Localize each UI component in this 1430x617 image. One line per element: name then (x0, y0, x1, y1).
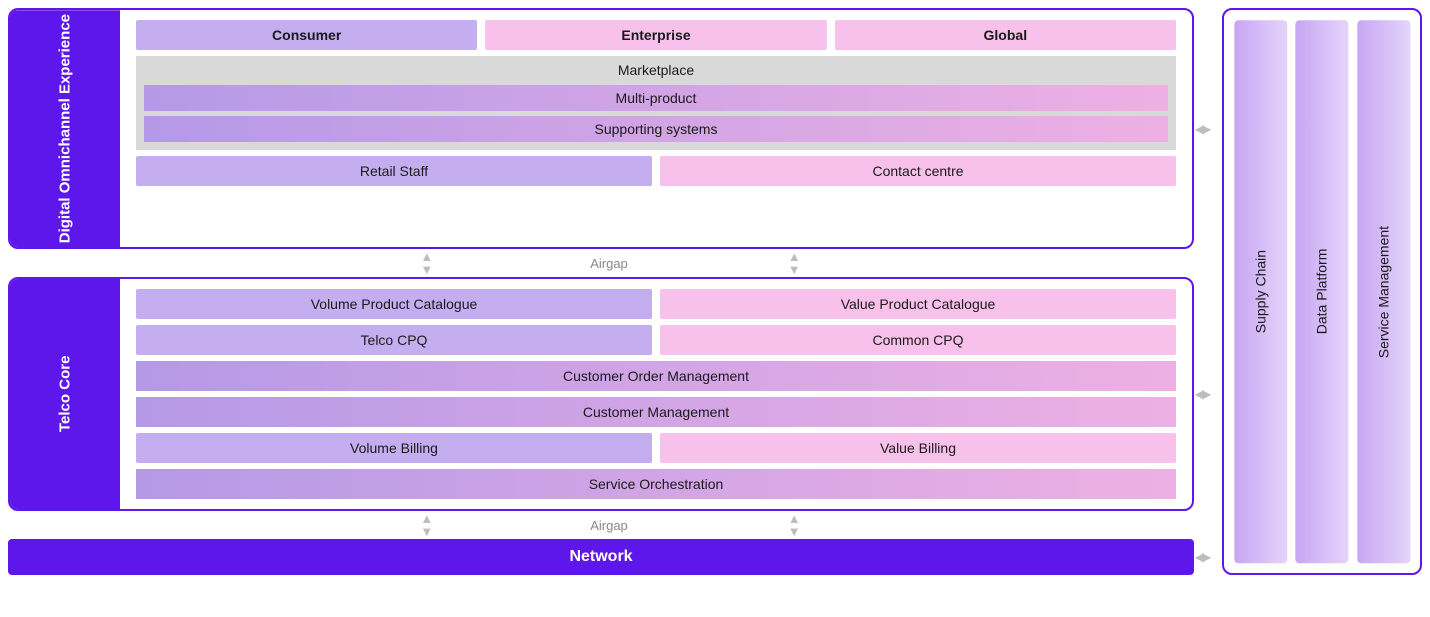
panel-tab-telco: Telco Core (10, 279, 120, 509)
telco-cell-telco-cpq: Telco CPQ (136, 325, 652, 355)
segment-row: Consumer Enterprise Global (136, 20, 1176, 50)
side-pillar-supply-chain: Supply Chain (1234, 20, 1287, 563)
channel-row: Retail Staff Contact centre (136, 156, 1176, 186)
side-pillar-data-platform: Data Platform (1295, 20, 1348, 563)
airgap-glyph-up-2: ▲▼ (788, 250, 798, 276)
airgap-glyph-up-1: ▲▼ (420, 250, 430, 276)
segment-global: Global (835, 20, 1176, 50)
network-bar: Network (8, 539, 1194, 575)
telco-split-row: Telco CPQ Common CPQ (136, 325, 1176, 355)
telco-bar-customer-order-management: Customer Order Management (136, 361, 1176, 391)
marketplace-title: Marketplace (144, 62, 1168, 80)
panel-body-telco: Volume Product Catalogue Value Product Ca… (120, 279, 1192, 509)
telco-split-row: Volume Product Catalogue Value Product Ca… (136, 289, 1176, 319)
marketplace-box: Marketplace Multi-product Supporting sys… (136, 56, 1176, 150)
digital-row-wrapper: Digital Omnichannel Experience Consumer … (8, 8, 1210, 249)
network-row-wrapper: Network ◀▶ (8, 539, 1210, 575)
channel-contact-centre: Contact centre (660, 156, 1176, 186)
airgap-1: ▲▼ Airgap ▲▼ (8, 249, 1210, 277)
panel-body-digital: Consumer Enterprise Global Marketplace M… (120, 10, 1192, 247)
telco-row-wrapper: Telco Core Volume Product Catalogue Value… (8, 277, 1210, 511)
bar-supporting-systems: Supporting systems (144, 116, 1168, 142)
telco-cell-value-product-catalogue: Value Product Catalogue (660, 289, 1176, 319)
panel-digital-experience: Digital Omnichannel Experience Consumer … (8, 8, 1194, 249)
side-pillar-service-management: Service Management (1357, 20, 1410, 563)
segment-enterprise: Enterprise (485, 20, 826, 50)
telco-cell-common-cpq: Common CPQ (660, 325, 1176, 355)
left-column: Digital Omnichannel Experience Consumer … (8, 8, 1210, 575)
segment-consumer: Consumer (136, 20, 477, 50)
connector-network-right: ◀▶ (1194, 550, 1210, 564)
telco-bar-customer-management: Customer Management (136, 397, 1176, 427)
telco-cell-volume-product-catalogue: Volume Product Catalogue (136, 289, 652, 319)
channel-retail-staff: Retail Staff (136, 156, 652, 186)
panel-tab-digital: Digital Omnichannel Experience (10, 10, 120, 247)
telco-bar-service-orchestration: Service Orchestration (136, 469, 1176, 499)
telco-cell-volume-billing: Volume Billing (136, 433, 652, 463)
connector-telco-right: ◀▶ (1194, 387, 1210, 401)
panel-telco-core: Telco Core Volume Product Catalogue Value… (8, 277, 1194, 511)
architecture-diagram: Digital Omnichannel Experience Consumer … (8, 8, 1422, 575)
airgap-label-2: Airgap (590, 518, 628, 533)
airgap-glyph-up-4: ▲▼ (788, 512, 798, 538)
airgap-glyph-up-3: ▲▼ (420, 512, 430, 538)
airgap-2: ▲▼ Airgap ▲▼ (8, 511, 1210, 539)
side-pillars-panel: Supply ChainData PlatformService Managem… (1222, 8, 1422, 575)
airgap-label-1: Airgap (590, 256, 628, 271)
connector-digital-right: ◀▶ (1194, 122, 1210, 136)
telco-split-row: Volume Billing Value Billing (136, 433, 1176, 463)
telco-cell-value-billing: Value Billing (660, 433, 1176, 463)
bar-multi-product: Multi-product (144, 85, 1168, 111)
